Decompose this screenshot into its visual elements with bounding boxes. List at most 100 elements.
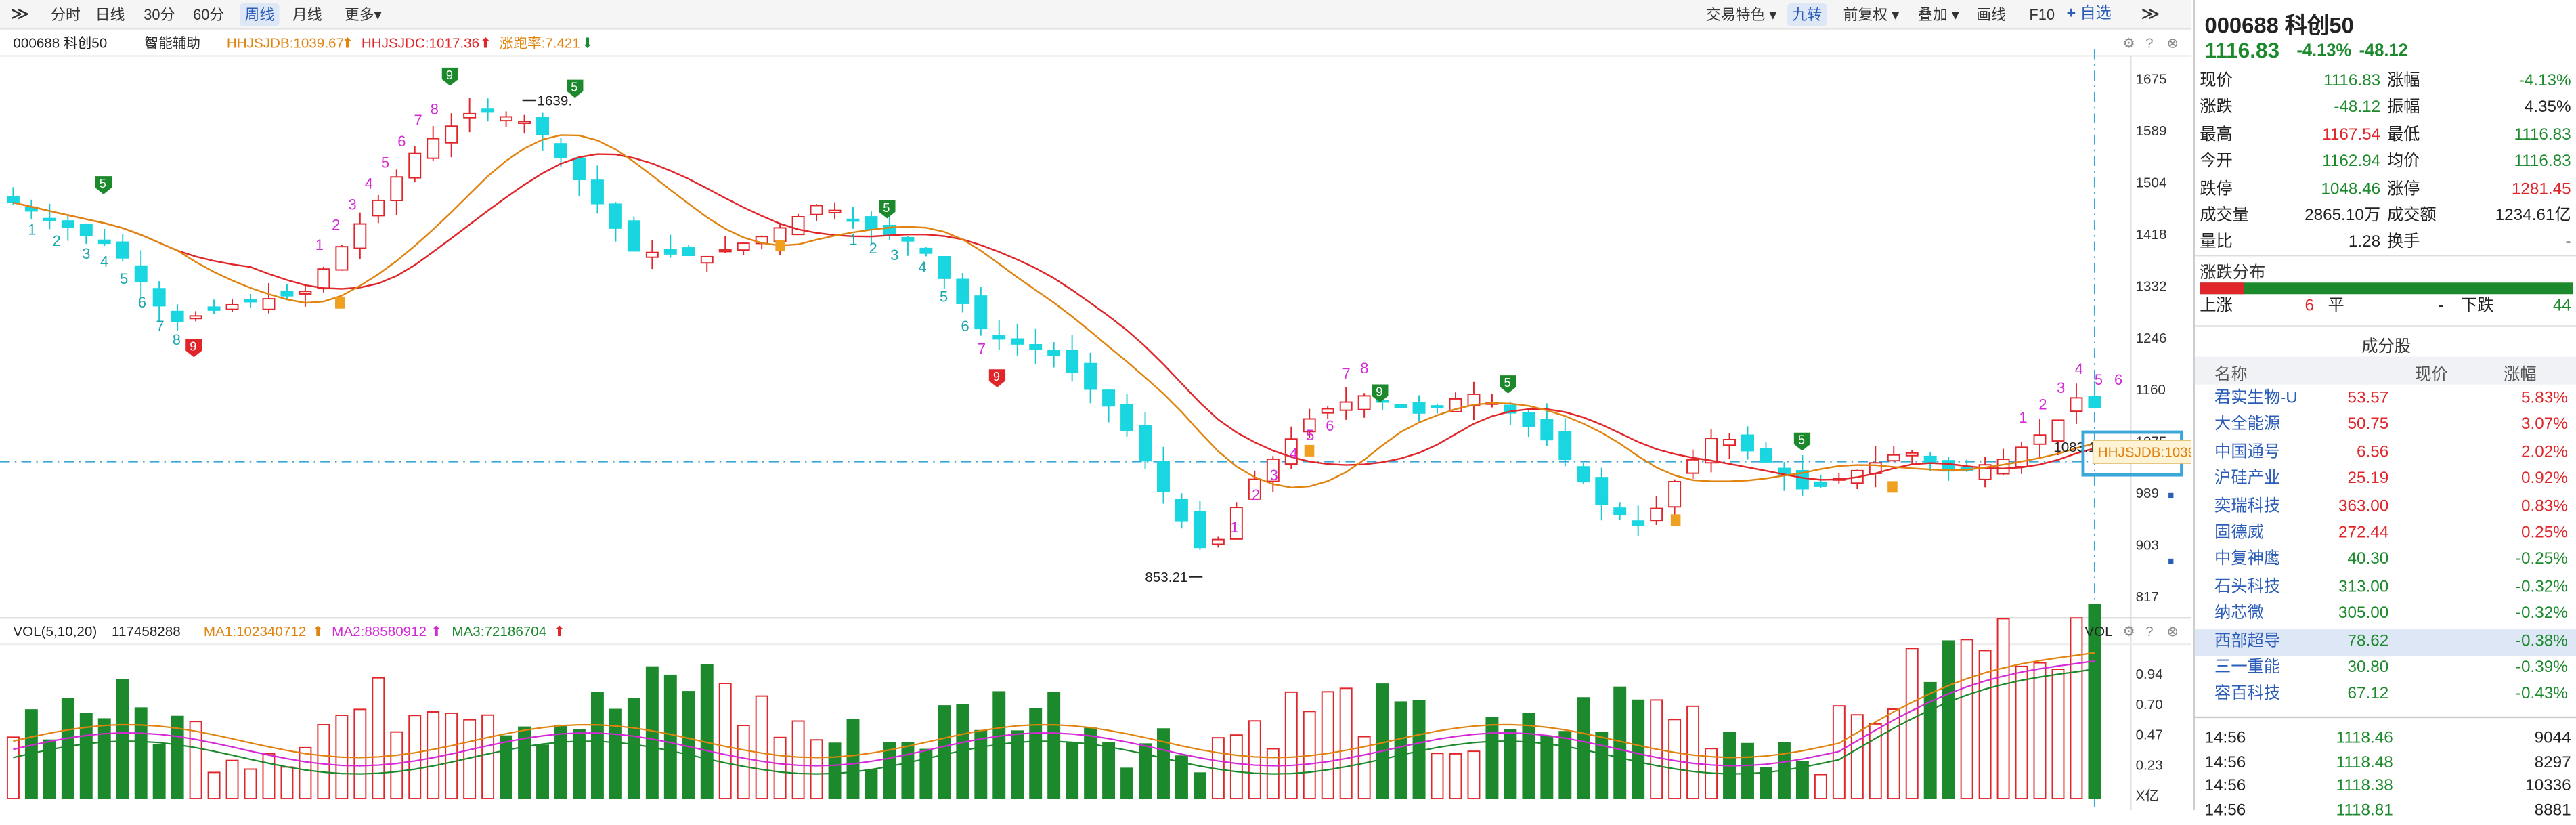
constituent-pct: 3.07% bbox=[2520, 416, 2568, 435]
volume-bar bbox=[1102, 742, 1116, 800]
marker-shape bbox=[1793, 432, 1811, 451]
toolbar-right-4[interactable]: 画线 bbox=[1976, 6, 2006, 23]
candle-body bbox=[299, 291, 312, 295]
rate-value: 涨跑率:7.421 bbox=[499, 34, 580, 51]
constituent-row[interactable]: 纳芯微 305.00 -0.32% bbox=[2195, 601, 2576, 629]
dist-down-label: 下跌 bbox=[2461, 297, 2494, 316]
volume-bar bbox=[1814, 774, 1827, 800]
constituent-row[interactable]: 奕瑞科技 363.00 0.83% bbox=[2195, 494, 2576, 521]
quote-value: 1281.45 bbox=[2511, 179, 2571, 198]
constituent-row[interactable]: 大全能源 50.75 3.07% bbox=[2195, 413, 2576, 440]
marker-shape bbox=[879, 200, 896, 219]
settings-icon[interactable]: ⚙ bbox=[2122, 34, 2135, 51]
price-axis-label: 817 bbox=[2136, 589, 2159, 605]
td-count-label: 1 bbox=[28, 221, 36, 238]
marker-shape bbox=[1500, 375, 1516, 394]
scroll-dot bbox=[2168, 492, 2174, 499]
tab-1[interactable]: 日线 bbox=[95, 6, 125, 23]
volume-bar bbox=[1978, 650, 1992, 800]
help-icon[interactable]: ? bbox=[2145, 622, 2154, 639]
marker-label: 5 bbox=[883, 201, 890, 215]
volume-legend: VOL(5,10,20) 117458288 MA1:102340712 ⬆ M… bbox=[0, 620, 2191, 643]
candle-body bbox=[1303, 418, 1316, 433]
settings-icon[interactable]: ⚙ bbox=[2122, 622, 2135, 639]
toolbar-right-2[interactable]: 前复权 ▾ bbox=[1843, 6, 1900, 23]
tab-4[interactable]: 周线 bbox=[240, 3, 280, 26]
high-annotation: 1639. bbox=[537, 93, 572, 108]
up-arrow-icon: ⬆ bbox=[341, 34, 354, 51]
constituent-row[interactable]: 固德威 272.44 0.25% bbox=[2195, 521, 2576, 548]
price-axis-label: 1589 bbox=[2136, 123, 2167, 139]
volume-bar bbox=[189, 721, 202, 800]
vol-title: VOL(5,10,20) bbox=[13, 622, 97, 639]
candle-body bbox=[1339, 401, 1353, 411]
more-icon[interactable]: ≫ bbox=[2141, 5, 2160, 25]
volume-bar bbox=[1632, 699, 1645, 800]
toolbar-right-3[interactable]: 叠加 ▾ bbox=[1918, 6, 1959, 23]
td-count-label: 6 bbox=[138, 294, 146, 311]
tick-time: 14:56 bbox=[2204, 753, 2246, 772]
candle-body bbox=[43, 217, 56, 221]
tick-volume: 10336 bbox=[2525, 777, 2571, 796]
constituent-row[interactable]: 中复神鹰 40.30 -0.25% bbox=[2195, 548, 2576, 575]
quote-row: 最高 1167.54 最低 1116.83 bbox=[2195, 123, 2576, 150]
candle-body bbox=[1577, 466, 1590, 483]
td-count-label: 3 bbox=[890, 247, 898, 263]
candle-body bbox=[663, 249, 677, 255]
candle-body bbox=[1686, 459, 1700, 474]
volume-bar bbox=[299, 746, 312, 800]
tab-2[interactable]: 30分 bbox=[144, 6, 175, 23]
td-count-label: 3 bbox=[82, 245, 90, 262]
candle-body bbox=[1723, 438, 1736, 446]
candle-body bbox=[79, 224, 93, 236]
chart-toolbar: ≫ 分时 日线 30分 60分 周线 月线 更多▾ 交易特色 ▾ 九转 前复权 ▾ 叠加 ▾ 画线 F… bbox=[0, 0, 2192, 30]
close-icon[interactable]: ⊗ bbox=[2166, 622, 2179, 639]
toolbar-right-0[interactable]: 交易特色 ▾ bbox=[1705, 6, 1777, 23]
candle-body bbox=[244, 299, 257, 303]
td-count-label: 4 bbox=[918, 259, 926, 276]
constituent-row[interactable]: 君实生物-U 53.57 5.83% bbox=[2195, 386, 2576, 413]
candle-body bbox=[1558, 431, 1572, 461]
constituent-row[interactable]: 容百科技 67.12 -0.43% bbox=[2195, 683, 2576, 710]
tick-price: 1118.48 bbox=[2336, 753, 2393, 772]
close-icon[interactable]: ⊗ bbox=[2166, 34, 2179, 51]
quote-label: 现价 bbox=[2200, 72, 2233, 91]
toolbar-right-5[interactable]: F10 bbox=[2029, 6, 2055, 23]
hover-tag: HHJSJDB:1039 bbox=[2098, 444, 2191, 460]
candle-body bbox=[1011, 338, 1024, 345]
marker-shape bbox=[1372, 384, 1389, 403]
header-pct[interactable]: 涨幅 bbox=[2504, 366, 2537, 385]
constituent-row[interactable]: 沪硅产业 25.19 0.92% bbox=[2195, 467, 2576, 494]
constituent-row[interactable]: 西部超导 78.62 -0.38% bbox=[2194, 629, 2576, 656]
header-name[interactable]: 名称 bbox=[2214, 366, 2248, 385]
constituent-row[interactable]: 三一重能 30.80 -0.39% bbox=[2195, 656, 2576, 683]
candle-body bbox=[956, 278, 969, 304]
volume-bar bbox=[1157, 728, 1170, 800]
constituent-row[interactable]: 中国通号 6.56 2.02% bbox=[2195, 440, 2576, 467]
volume-bar bbox=[974, 729, 988, 800]
candle-body bbox=[1139, 425, 1152, 462]
candle-body bbox=[1632, 520, 1645, 526]
tab-0[interactable]: 分时 bbox=[51, 6, 81, 23]
marker-shape bbox=[185, 339, 202, 358]
tick-price: 1118.38 bbox=[2336, 777, 2393, 796]
volume-bar bbox=[1175, 755, 1188, 800]
toolbar-right-1[interactable]: 九转 bbox=[1787, 3, 1827, 26]
td-marker-icon: 5 bbox=[567, 79, 584, 98]
header-price[interactable]: 现价 bbox=[2415, 366, 2448, 385]
help-icon[interactable]: ? bbox=[2145, 34, 2154, 51]
volume-bar bbox=[1668, 719, 1682, 800]
tab-6[interactable]: 更多▾ bbox=[344, 6, 382, 23]
tab-5[interactable]: 月线 bbox=[292, 6, 322, 23]
marker-shape bbox=[567, 79, 584, 98]
kline-chart[interactable]: 1675158915041418133212461160107598990381… bbox=[0, 0, 2192, 811]
candle-body bbox=[1996, 459, 2010, 475]
add-watchlist-button[interactable]: + 自选 bbox=[2066, 5, 2112, 23]
tab-3[interactable]: 60分 bbox=[193, 6, 225, 23]
volume-bar bbox=[1321, 691, 1334, 800]
quote-value: 1167.54 bbox=[2322, 126, 2381, 144]
expand-icon[interactable]: ≫ bbox=[10, 5, 30, 25]
up-arrow-icon: ⬆ bbox=[430, 622, 443, 639]
constituent-row[interactable]: 石头科技 313.00 -0.32% bbox=[2195, 575, 2576, 602]
volume-bar bbox=[791, 720, 805, 800]
